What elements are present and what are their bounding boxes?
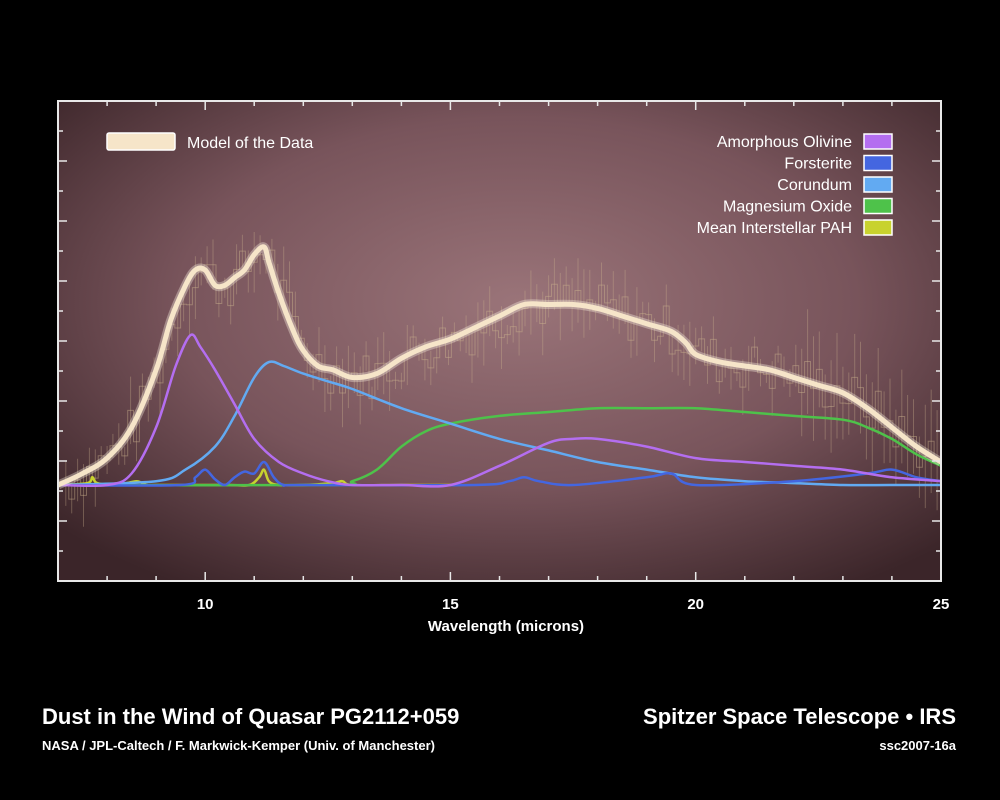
- x-tick-label: 20: [687, 596, 704, 613]
- x-tick-label: 10: [197, 596, 214, 613]
- plot-area: [58, 101, 941, 581]
- axis-ticks: [57, 101, 942, 581]
- legend-label: Corundum: [777, 177, 852, 194]
- legend-label: Forsterite: [784, 156, 852, 173]
- legend-swatch: [106, 132, 176, 151]
- x-axis-label: Wavelength (microns): [428, 618, 584, 635]
- mission-label: Spitzer Space Telescope • IRS: [643, 704, 956, 729]
- image-id: ssc2007-16a: [879, 738, 956, 753]
- legend-swatch: [863, 176, 893, 193]
- legend-label: Mean Interstellar PAH: [697, 220, 852, 237]
- x-tick-label: 15: [442, 596, 459, 613]
- legend-swatch: [863, 219, 893, 236]
- series-line-model-of-the-data: [58, 244, 941, 488]
- tick-marks: [57, 101, 942, 581]
- credit-line: NASA / JPL-Caltech / F. Markwick-Kemper …: [42, 738, 435, 753]
- legend-swatch: [863, 154, 893, 172]
- legend-label: Magnesium Oxide: [723, 199, 852, 216]
- legend-model: Model of the Data: [106, 132, 313, 152]
- legend-label: Model of the Data: [187, 135, 313, 152]
- series-layer: [58, 242, 941, 490]
- x-tick-labels: 10 15 20 25: [197, 596, 949, 613]
- series-line-corundum: [58, 360, 941, 487]
- x-tick-label: 25: [933, 596, 950, 613]
- legend-swatch: [863, 197, 893, 215]
- series-line-amorphous-olivine: [58, 333, 941, 488]
- legend-swatch: [863, 133, 893, 150]
- figure-title: Dust in the Wind of Quasar PG2112+059: [42, 704, 460, 729]
- legend-components: Amorphous Olivine Forsterite Corundum Magne…: [697, 133, 893, 237]
- observed-spectrum-trace: [62, 249, 941, 500]
- legend-label: Amorphous Olivine: [717, 134, 852, 151]
- series-line-magnesium-oxide: [58, 406, 941, 487]
